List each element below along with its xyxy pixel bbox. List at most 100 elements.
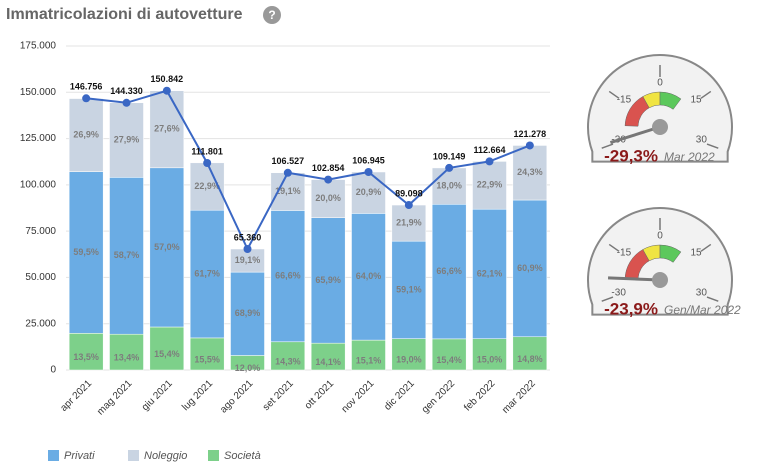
total-point <box>82 94 91 103</box>
bar-segment <box>472 208 507 339</box>
bar-segment <box>391 204 427 242</box>
bar-segment <box>189 209 225 339</box>
gauge-needle <box>609 125 661 145</box>
bar-segment <box>351 339 386 371</box>
gauge-face <box>587 54 733 163</box>
x-tick-label: mag 2021 <box>95 378 135 418</box>
bar-segment <box>431 204 467 340</box>
total-point <box>525 141 534 150</box>
segment-label: 19,0% <box>396 355 422 365</box>
segment-label: 60,9% <box>517 263 543 273</box>
gauge-hub <box>652 272 668 288</box>
total-point <box>122 98 131 107</box>
y-tick-label: 0 <box>50 365 56 376</box>
gauge-period: Mar 2022 <box>664 150 715 164</box>
total-label: 144.330 <box>110 86 143 96</box>
bar-segment <box>68 98 104 172</box>
x-tick-label: giu 2021 <box>140 378 175 413</box>
gauge-tick <box>706 143 719 149</box>
total-label: 111.801 <box>191 146 223 156</box>
segment-label: 61,7% <box>194 268 220 278</box>
bar-segment <box>431 167 467 205</box>
bar-segment <box>310 217 346 344</box>
segment-label: 12,0% <box>235 363 261 373</box>
bar-segment <box>230 271 265 356</box>
total-label: 121.278 <box>514 129 547 139</box>
x-tick-label: feb 2022 <box>462 378 498 414</box>
y-tick-label: 150.000 <box>20 87 57 98</box>
gauge-value: -29,3% <box>604 146 658 165</box>
gauge-value: -23,9% <box>604 299 658 318</box>
x-tick-label: ott 2021 <box>303 378 337 412</box>
segment-label: 21,9% <box>396 217 422 227</box>
y-tick-label: 175.000 <box>20 41 57 52</box>
bar-segment <box>310 342 346 371</box>
bar-segment <box>270 341 306 371</box>
segment-label: 26,9% <box>73 129 99 139</box>
segment-label: 15,4% <box>154 349 180 359</box>
total-label: 112.664 <box>473 145 505 155</box>
total-label: 65.360 <box>234 232 262 242</box>
total-label: 106.527 <box>272 156 305 166</box>
segment-label: 13,5% <box>73 352 99 362</box>
gauge-tick-label: 0 <box>657 78 663 89</box>
gauge-needle <box>607 276 661 282</box>
segment-label: 64,0% <box>356 271 382 281</box>
legend-label: Privati <box>64 450 95 462</box>
gauge-tick-label: 15 <box>690 247 702 258</box>
bar-segment <box>149 167 185 328</box>
bar-segment <box>270 172 306 211</box>
x-tick-label: dic 2021 <box>382 378 417 413</box>
legend-label: Noleggio <box>144 450 187 462</box>
bar-segment <box>472 338 507 371</box>
bar-segment <box>351 171 386 214</box>
gauge-band <box>659 244 682 263</box>
legend-label: Società <box>224 450 261 462</box>
y-tick-label: 125.000 <box>20 133 57 144</box>
segment-label: 57,0% <box>154 242 180 252</box>
segment-label: 22,9% <box>194 181 220 191</box>
bar-segment <box>512 336 548 371</box>
segment-label: 20,9% <box>356 187 382 197</box>
gauge-tick-label: -15 <box>617 94 632 105</box>
segment-label: 66,6% <box>436 266 462 276</box>
segment-label: 22,9% <box>477 180 503 190</box>
segment-label: 18,0% <box>436 180 462 190</box>
gauge-tick <box>601 296 614 302</box>
gauge-tick <box>700 243 712 252</box>
segment-label: 59,5% <box>73 247 99 257</box>
x-tick-label: set 2021 <box>261 378 296 413</box>
segment-label: 58,7% <box>114 250 140 260</box>
gauge-tick-label: -30 <box>611 288 626 299</box>
legend-swatch <box>208 450 219 461</box>
total-point <box>485 157 494 166</box>
x-tick-label: lug 2021 <box>180 378 215 413</box>
gauge-tick <box>608 243 620 252</box>
help-icon-text[interactable]: ? <box>268 8 275 22</box>
segment-label: 62,1% <box>477 268 503 278</box>
segment-label: 24,3% <box>517 167 543 177</box>
total-label: 146.756 <box>70 82 103 92</box>
segment-label: 15,5% <box>194 354 220 364</box>
x-tick-label: ago 2021 <box>218 378 256 416</box>
gauge-tick <box>601 143 614 149</box>
segment-label: 27,9% <box>114 134 140 144</box>
segment-label: 15,1% <box>356 355 382 365</box>
x-tick-label: gen 2022 <box>420 378 458 416</box>
bar-segment <box>270 210 306 343</box>
segment-label: 27,6% <box>154 124 180 134</box>
x-tick-label: apr 2021 <box>58 378 94 414</box>
legend-swatch <box>48 450 59 461</box>
segment-label: 19,1% <box>235 255 261 265</box>
total-label: 89.098 <box>395 188 423 198</box>
total-label: 109.149 <box>433 151 466 161</box>
bar-segment <box>431 338 467 371</box>
segment-label: 66,6% <box>275 270 301 280</box>
total-line <box>86 89 531 252</box>
help-icon[interactable] <box>263 6 281 24</box>
gauge-tick-label: 15 <box>690 94 702 105</box>
bar-segment <box>109 102 144 178</box>
total-label: 102.854 <box>312 163 345 173</box>
segment-label: 15,4% <box>436 355 462 365</box>
